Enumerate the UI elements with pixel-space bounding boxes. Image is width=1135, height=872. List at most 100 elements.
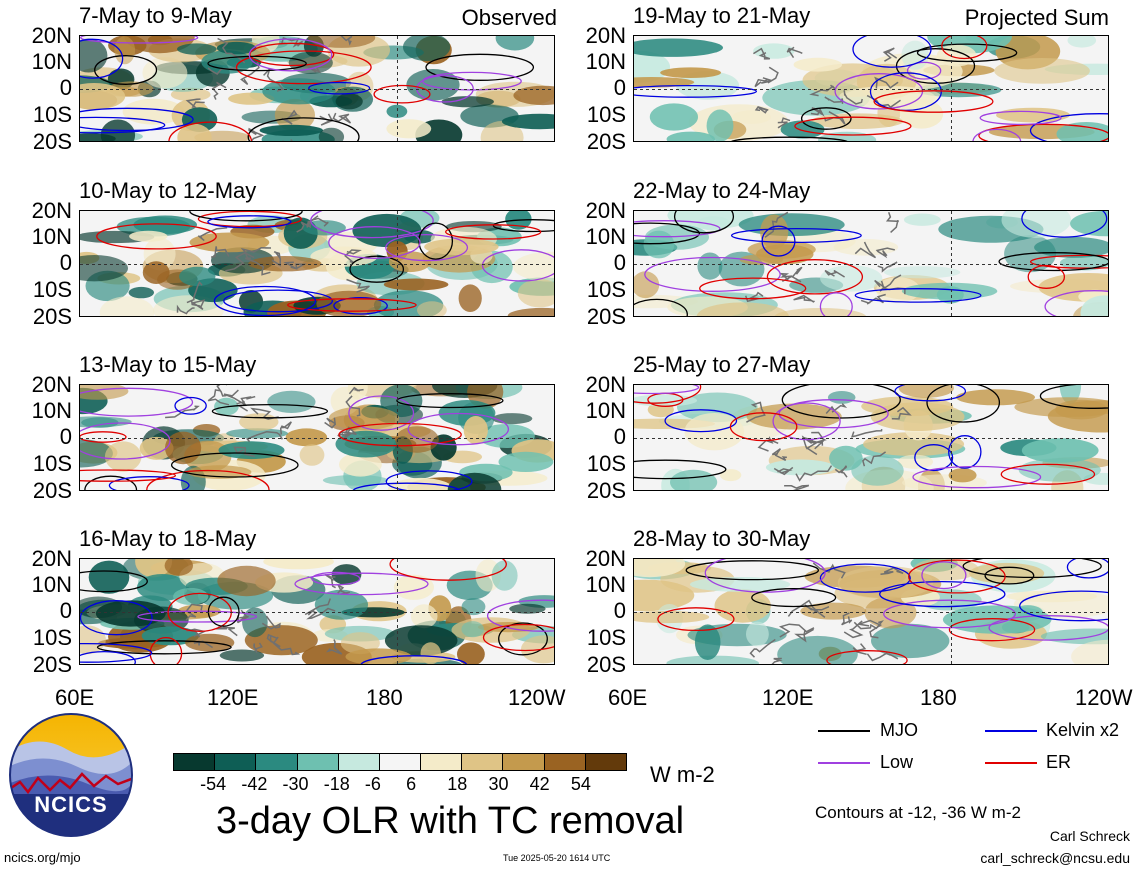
- colorbar-swatch: [502, 753, 545, 771]
- panel-title: 22-May to 24-May: [633, 178, 811, 203]
- panel-title: 28-May to 30-May: [633, 526, 811, 551]
- olr-map-panel: [79, 35, 555, 142]
- lon-label-120e-left: 120E: [207, 685, 259, 710]
- colorbar-tick-label: 6: [406, 774, 417, 794]
- lat-label: 10N: [31, 224, 72, 249]
- lat-label: 20N: [31, 546, 72, 571]
- panel-title: 25-May to 27-May: [633, 352, 811, 377]
- lat-label: 20N: [585, 198, 626, 223]
- lat-label: 20S: [32, 652, 72, 677]
- lat-label: 0: [613, 424, 626, 449]
- ncics-logo: NCICS: [8, 712, 134, 838]
- lon-label-120e-right: 120E: [762, 685, 814, 710]
- colorbar-swatch: [584, 753, 627, 771]
- lat-label: 0: [613, 75, 626, 100]
- olr-map-panel: [633, 35, 1109, 142]
- colorbar-swatch: [378, 753, 422, 771]
- colorbar-swatch: [337, 753, 380, 771]
- legend-line-er: [985, 762, 1037, 764]
- lat-label: 20N: [31, 23, 72, 48]
- colorbar-tick-label: 54: [570, 774, 591, 794]
- lat-label: 10S: [586, 625, 626, 650]
- olr-map-panel: [633, 210, 1109, 317]
- colorbar-tick-label: 30: [488, 774, 509, 794]
- lon-label-180-left: 180: [366, 685, 403, 710]
- lat-label: 10N: [31, 572, 72, 597]
- panel-tag: Observed: [461, 5, 557, 30]
- lat-label: 20S: [32, 304, 72, 329]
- colorbar-tick-label: -6: [364, 774, 381, 794]
- colorbar-tick-label: -42: [241, 774, 268, 794]
- colorbar-swatch: [173, 753, 216, 771]
- lat-label: 10S: [32, 277, 72, 302]
- legend-line-kelvin: [985, 730, 1037, 732]
- lat-label: 0: [59, 424, 72, 449]
- lat-label: 20S: [32, 129, 72, 154]
- panel-title: 19-May to 21-May: [633, 3, 811, 28]
- colorbar-tick-label: 42: [529, 774, 550, 794]
- colorbar-swatch: [214, 753, 257, 771]
- lat-label: 0: [59, 75, 72, 100]
- colorbar-tick-label: -18: [323, 774, 350, 794]
- colorbar: [173, 753, 627, 771]
- lat-label: 10S: [586, 102, 626, 127]
- lon-label-120w-left: 120W: [508, 685, 566, 710]
- legend-label-mjo: MJO: [880, 720, 918, 740]
- lat-label: 20S: [586, 652, 626, 677]
- lat-label: 20N: [585, 372, 626, 397]
- lat-label: 0: [59, 598, 72, 623]
- author-name: Carl Schreck: [1049, 828, 1130, 844]
- lon-label-60e-right: 60E: [608, 685, 648, 710]
- colorbar-tick-label: -54: [200, 774, 227, 794]
- lat-label: 20S: [586, 304, 626, 329]
- lat-label: 10N: [31, 398, 72, 423]
- lon-label-120w-right: 120W: [1075, 685, 1133, 710]
- legend-label-er: ER: [1046, 752, 1072, 772]
- lat-label: 20N: [31, 372, 72, 397]
- colorbar-unit: W m-2: [650, 762, 715, 787]
- lat-label: 10S: [32, 625, 72, 650]
- lat-label: 10N: [585, 572, 626, 597]
- lat-label: 10S: [586, 277, 626, 302]
- olr-map-panel: [633, 384, 1109, 491]
- timestamp: Tue 2025-05-20 1614 UTC: [503, 853, 611, 863]
- panel-title: 7-May to 9-May: [79, 3, 232, 28]
- main-title: 3-day OLR with TC removal: [216, 800, 685, 842]
- lat-label: 20N: [585, 23, 626, 48]
- lat-label: 10S: [32, 102, 72, 127]
- colorbar-swatch: [420, 753, 463, 771]
- colorbar-swatch: [255, 753, 298, 771]
- lon-label-180-right: 180: [920, 685, 957, 710]
- panel-title: 16-May to 18-May: [79, 526, 257, 551]
- colorbar-tick-label: 18: [447, 774, 468, 794]
- lat-label: 0: [613, 250, 626, 275]
- panel-title: 10-May to 12-May: [79, 178, 257, 203]
- legend-line-mjo: [818, 730, 870, 732]
- lon-label-60e-left: 60E: [55, 685, 95, 710]
- colorbar-swatch: [543, 753, 586, 771]
- lat-label: 10N: [31, 49, 72, 74]
- lat-label: 0: [613, 598, 626, 623]
- lat-label: 10S: [32, 451, 72, 476]
- lat-label: 20N: [585, 546, 626, 571]
- olr-map-panel: [633, 558, 1109, 665]
- legend-label-low: Low: [880, 752, 914, 772]
- lat-label: 0: [59, 250, 72, 275]
- panel-title: 13-May to 15-May: [79, 352, 257, 377]
- olr-map-panel: [79, 210, 555, 317]
- site-url[interactable]: ncics.org/mjo: [4, 850, 81, 865]
- olr-map-panel: [79, 384, 555, 491]
- lat-label: 20S: [586, 129, 626, 154]
- legend-label-kelvin: Kelvin x2: [1046, 720, 1120, 740]
- lat-label: 20S: [32, 478, 72, 503]
- olr-map-panel: [79, 558, 555, 665]
- lat-label: 10S: [586, 451, 626, 476]
- colorbar-tick-label: -30: [282, 774, 309, 794]
- logo-text: NCICS: [34, 792, 108, 817]
- lat-label: 10N: [585, 398, 626, 423]
- legend-line-low: [818, 762, 870, 764]
- panel-tag: Projected Sum: [964, 5, 1109, 30]
- lat-label: 10N: [585, 224, 626, 249]
- colorbar-swatch: [461, 753, 504, 771]
- author-email: carl_schreck@ncsu.edu: [980, 850, 1130, 866]
